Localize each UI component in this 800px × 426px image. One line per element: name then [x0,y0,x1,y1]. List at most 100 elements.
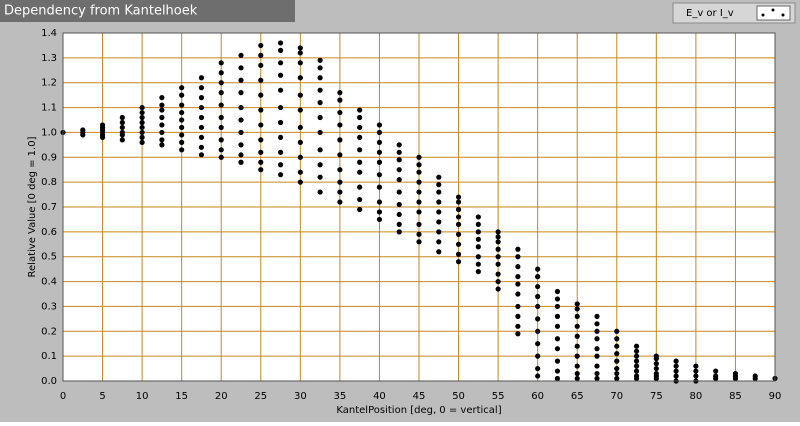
data-point [179,92,185,98]
data-point [179,85,185,91]
data-point [258,167,264,173]
data-point [515,303,521,310]
data-point [376,149,383,155]
data-point [475,221,481,227]
data-point [594,313,600,319]
data-point [139,129,145,136]
x-tick-label: 30 [294,391,307,402]
x-tick-label: 60 [531,391,544,402]
data-point [198,104,205,111]
x-tick-label: 25 [254,391,267,402]
data-point [317,75,323,81]
data-point [317,57,323,63]
data-point [238,65,244,71]
data-point [633,363,640,369]
data-point [436,189,442,195]
data-point [337,109,343,116]
data-point [495,246,501,252]
data-point [633,353,640,359]
data-point [337,189,343,195]
data-point [218,124,224,131]
data-point [238,52,244,58]
data-point [515,246,521,252]
data-point [238,159,244,165]
x-tick-label: 20 [215,391,228,402]
data-point [198,152,205,158]
x-tick-label: 45 [413,391,426,402]
data-point [179,147,185,153]
data-point [159,137,165,143]
data-point [455,251,462,257]
data-point [258,159,264,165]
data-point [376,216,383,223]
data-point [297,50,303,56]
data-point [633,358,640,364]
y-tick-label: 1.4 [41,28,57,39]
data-point [574,301,580,307]
data-point [475,261,481,267]
data-point [357,206,363,213]
data-point [614,370,620,377]
y-tick-label: 0.9 [41,152,57,163]
data-point [317,147,323,153]
x-tick-label: 0 [60,391,66,402]
data-point [495,278,501,285]
data-point [495,229,501,235]
data-point [297,92,303,98]
data-point [139,109,145,116]
data-point [159,102,165,108]
data-point [574,353,580,359]
data-point [633,373,640,379]
data-point [673,368,679,374]
data-point [376,129,383,136]
data-point [258,52,264,58]
data-point [258,137,264,143]
data-point [357,169,363,175]
x-tick-label: 65 [571,391,584,402]
data-point [594,375,600,382]
data-point [80,127,86,133]
data-point [337,137,343,143]
data-point [633,348,640,354]
data-point [396,189,402,195]
x-tick-label: 40 [373,391,386,402]
data-point [673,363,679,369]
data-point [277,149,284,155]
chart-title: Dependency from Kantelhoek [4,4,198,19]
data-point [416,221,422,227]
y-tick-label: 0.8 [41,177,57,188]
data-point [554,368,561,374]
data-point [277,162,284,168]
data-point [357,114,363,121]
legend-icon-dot [771,8,775,12]
data-point [416,189,422,195]
x-tick-label: 75 [650,391,663,402]
data-point [317,100,323,106]
data-point [376,122,383,128]
data-point [179,117,185,123]
data-point [119,124,125,131]
data-point [594,346,600,352]
data-point [376,172,383,178]
data-point [436,219,442,225]
data-point [277,40,284,46]
data-point [238,104,244,111]
data-point [495,286,501,292]
legend-icon-dot [761,13,765,17]
data-point [258,92,264,98]
data-point [277,134,284,140]
data-point [535,373,541,379]
data-point [159,129,165,136]
data-point [317,65,323,71]
data-point [357,196,363,203]
data-point [436,199,442,205]
data-point [535,266,541,272]
data-point [238,90,244,96]
data-point [139,124,145,131]
y-tick-label: 0.2 [41,326,57,337]
data-point [198,95,205,101]
data-point [396,201,402,208]
data-point [179,139,185,145]
data-point [218,114,224,121]
data-point [594,353,600,359]
